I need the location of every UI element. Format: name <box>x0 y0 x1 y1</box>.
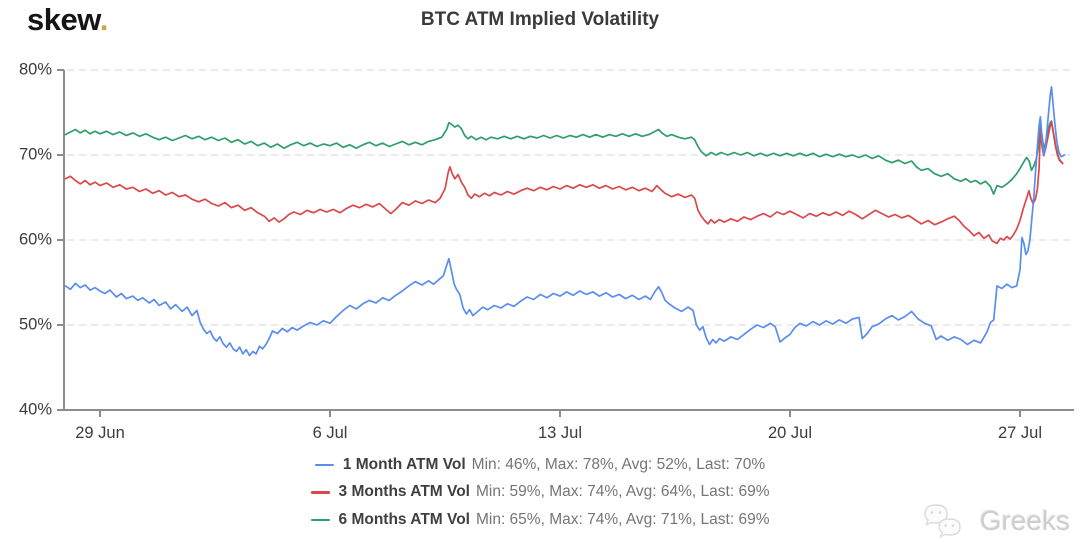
skew-logo-dot: . <box>99 2 109 37</box>
skew-logo-text: skew <box>27 2 100 37</box>
skew-logo: skew. <box>27 2 108 38</box>
series-line-6-months-atm-vol[interactable] <box>64 120 1064 195</box>
wechat-icon <box>924 504 961 538</box>
legend: 1 Month ATM Vol Min: 46%, Max: 78%, Avg: … <box>0 451 1080 534</box>
y-axis-label: 40% <box>19 400 52 418</box>
y-axis-label: 50% <box>19 315 52 333</box>
legend-series-stats: Min: 46%, Max: 78%, Avg: 52%, Last: 70% <box>471 455 766 473</box>
legend-series-name: 6 Months ATM Vol <box>338 510 470 528</box>
y-axis-label: 70% <box>19 145 52 163</box>
legend-swatch <box>314 463 334 466</box>
y-axis-label: 60% <box>19 230 52 248</box>
legend-series-stats: Min: 59%, Max: 74%, Avg: 64%, Last: 69% <box>475 483 770 501</box>
legend-item-3-months-atm-vol[interactable]: 3 Months ATM Vol Min: 59%, Max: 74%, Avg:… <box>310 479 770 507</box>
series-line-3-months-atm-vol[interactable] <box>64 121 1064 245</box>
x-axis-label: 29 Jun <box>75 424 125 442</box>
page-title: BTC ATM Implied Volatility <box>420 9 660 30</box>
legend-item-6-months-atm-vol[interactable]: 6 Months ATM Vol Min: 65%, Max: 74%, Avg:… <box>310 506 770 534</box>
watermark-text: Greeks <box>979 505 1070 536</box>
legend-series-stats: Min: 65%, Max: 74%, Avg: 71%, Last: 69% <box>475 510 770 528</box>
series-line-1-month-atm-vol[interactable] <box>64 86 1066 357</box>
legend-swatch <box>310 518 330 521</box>
wechat-watermark: Greeks <box>921 502 1070 540</box>
legend-item-1-month-atm-vol[interactable]: 1 Month ATM Vol Min: 46%, Max: 78%, Avg: … <box>314 451 766 479</box>
legend-swatch <box>310 491 330 494</box>
y-axis-label: 80% <box>19 60 52 78</box>
x-axis-label: 20 Jul <box>768 424 812 442</box>
x-axis-label: 13 Jul <box>538 424 582 442</box>
x-axis-label: 6 Jul <box>313 424 348 442</box>
legend-series-name: 3 Months ATM Vol <box>338 483 470 501</box>
x-axis-label: 27 Jul <box>998 424 1042 442</box>
legend-series-name: 1 Month ATM Vol <box>342 455 466 473</box>
